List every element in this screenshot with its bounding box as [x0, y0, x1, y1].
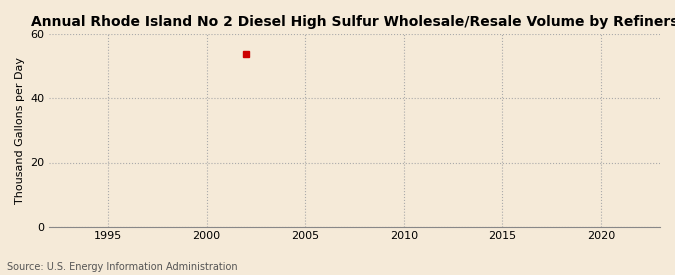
- Y-axis label: Thousand Gallons per Day: Thousand Gallons per Day: [15, 57, 25, 204]
- Title: Annual Rhode Island No 2 Diesel High Sulfur Wholesale/Resale Volume by Refiners: Annual Rhode Island No 2 Diesel High Sul…: [30, 15, 675, 29]
- Text: Source: U.S. Energy Information Administration: Source: U.S. Energy Information Administ…: [7, 262, 238, 272]
